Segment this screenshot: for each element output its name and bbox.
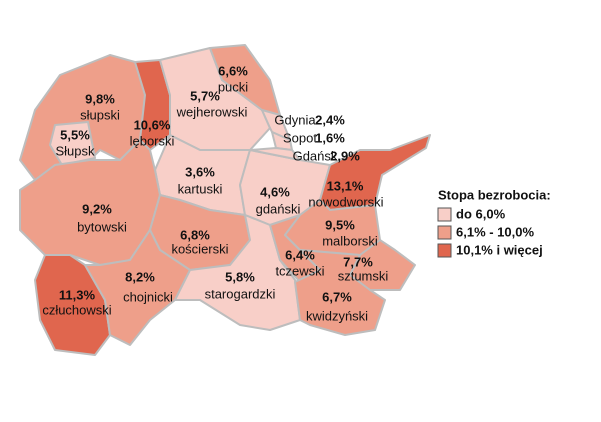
city-name: Sopot xyxy=(283,130,317,145)
region-name: kwidzyński xyxy=(306,308,368,323)
region-value: 6,8% xyxy=(180,227,210,242)
region-value: 9,2% xyxy=(82,201,112,216)
region-value: 7,7% xyxy=(343,254,373,269)
region-name: malborski xyxy=(322,233,378,248)
region-name: tczewski xyxy=(275,263,324,278)
legend-label: 10,1% i więcej xyxy=(456,242,543,257)
region-value: 6,6% xyxy=(218,63,248,78)
city xyxy=(249,147,301,161)
region-name: sztumski xyxy=(338,268,389,283)
city-name: Gdynia xyxy=(274,112,316,127)
region-value: 13,1% xyxy=(327,178,364,193)
region-value: 9,5% xyxy=(325,217,355,232)
region-name: chojnicki xyxy=(123,289,173,304)
legend-label: 6,1% - 10,0% xyxy=(456,224,534,239)
city-value: 2,4% xyxy=(315,112,345,127)
legend-swatch xyxy=(437,207,452,222)
legend-label: do 6,0% xyxy=(456,206,506,221)
region-name: kościerski xyxy=(171,241,228,256)
region-name: Słupsk xyxy=(55,143,95,158)
region xyxy=(34,254,111,356)
region-name: wejherowski xyxy=(176,104,248,119)
region-name: starogardzki xyxy=(205,286,276,301)
region-value: 5,5% xyxy=(60,127,90,142)
region-name: kartuski xyxy=(178,181,223,196)
region-name: lęborski xyxy=(130,133,175,148)
legend-swatch xyxy=(437,225,452,240)
region-name: pucki xyxy=(218,79,248,94)
region xyxy=(294,249,386,336)
region-name: nowodworski xyxy=(308,194,383,209)
region-value: 8,2% xyxy=(125,269,155,284)
region-value: 5,8% xyxy=(225,269,255,284)
city-name: Gdańsk xyxy=(293,148,338,163)
region-value: 9,8% xyxy=(85,91,115,106)
region-name: bytowski xyxy=(77,219,127,234)
region xyxy=(84,229,191,346)
legend-swatch xyxy=(437,243,452,258)
region-value: 10,6% xyxy=(134,117,171,132)
city-value: 1,6% xyxy=(315,130,345,145)
legend-title: Stopa bezrobocia: xyxy=(438,187,551,202)
region-value: 3,6% xyxy=(185,164,215,179)
city-value: 2,9% xyxy=(330,148,360,163)
region-value: 5,7% xyxy=(190,88,220,103)
region-value: 6,4% xyxy=(285,247,315,262)
region-name: gdański xyxy=(256,201,301,216)
region xyxy=(174,214,301,331)
region-value: 11,3% xyxy=(59,287,96,302)
region-name: człuchowski xyxy=(42,302,111,317)
region-value: 4,6% xyxy=(260,184,290,199)
region-name: słupski xyxy=(80,107,120,122)
region-value: 6,7% xyxy=(322,289,352,304)
